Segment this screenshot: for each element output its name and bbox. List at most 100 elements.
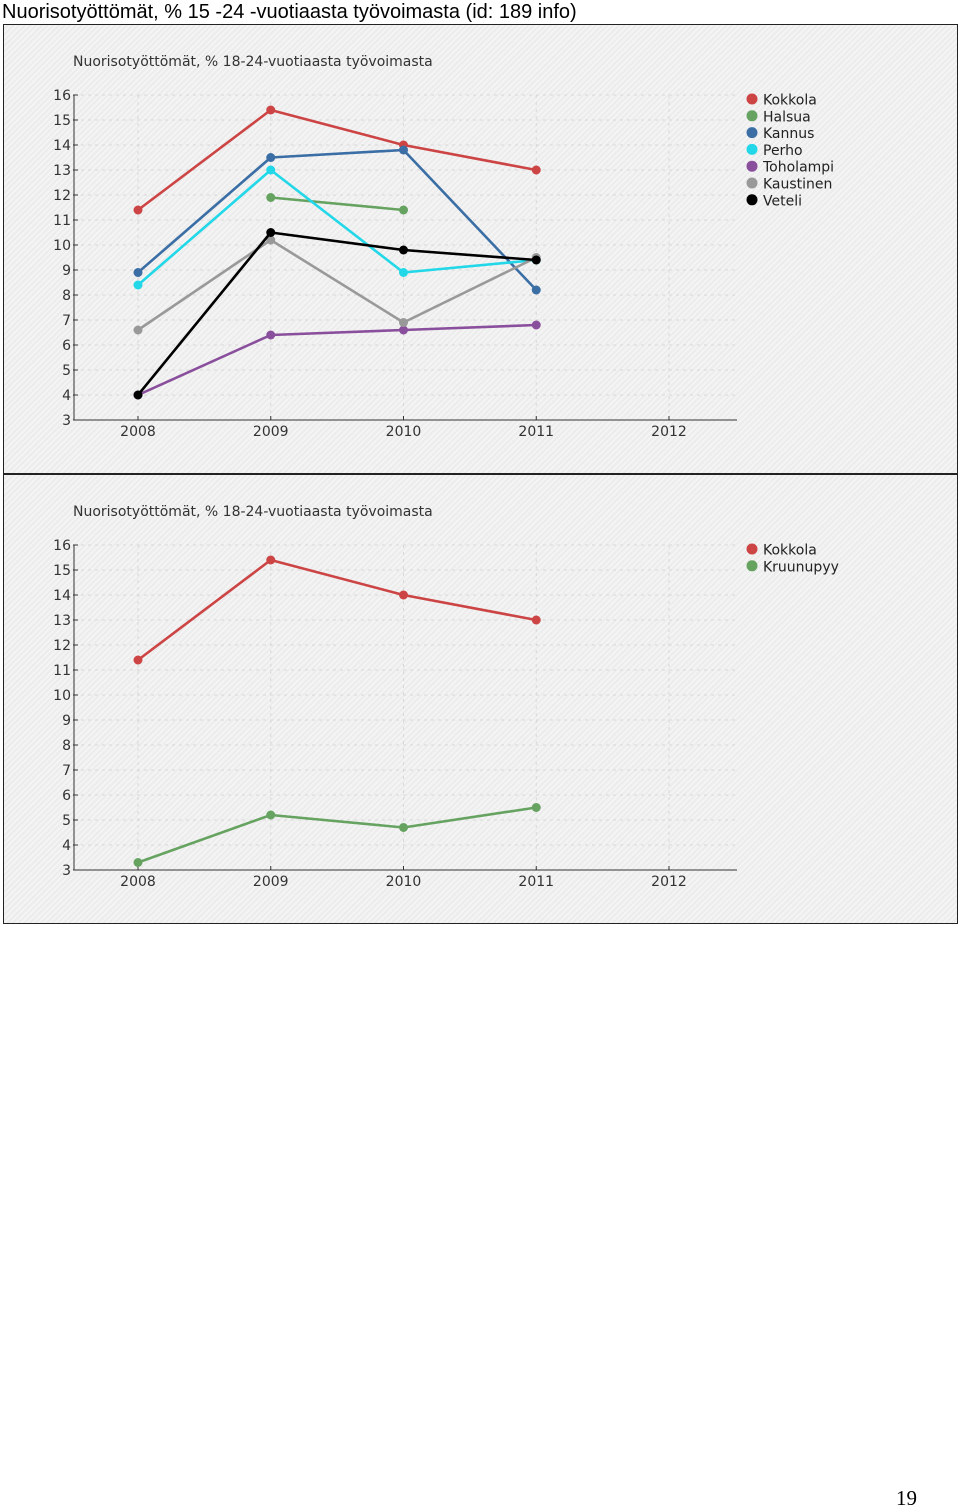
x-tick-label: 2010: [386, 424, 422, 440]
x-tick-label: 2008: [120, 424, 156, 440]
y-tick-label: 10: [53, 238, 71, 254]
legend-label-kokkola: Kokkola: [763, 543, 817, 559]
data-point-kannus[interactable]: [399, 145, 408, 155]
series-kokkola: [133, 555, 541, 665]
data-point-kannus[interactable]: [531, 285, 541, 295]
data-point-kokkola[interactable]: [266, 105, 276, 115]
y-tick-label: 3: [62, 863, 71, 879]
legend-swatch-kruunupyy: [746, 560, 758, 572]
data-point-kaustinen[interactable]: [133, 325, 143, 335]
document-heading: Nuorisotyöttömät, % 15 -24 -vuotiaasta t…: [2, 1, 577, 23]
y-tick-label: 7: [62, 763, 71, 779]
data-point-kruunupyy[interactable]: [531, 803, 541, 812]
data-point-kannus[interactable]: [133, 268, 143, 277]
series-kannus: [133, 145, 541, 295]
x-tick-label: 2010: [386, 874, 422, 890]
legend-label-kannus: Kannus: [763, 126, 814, 142]
y-tick-label: 13: [53, 163, 71, 179]
series-line-kokkola: [137, 108, 537, 212]
series-halsua: [266, 193, 408, 215]
data-point-kokkola[interactable]: [531, 615, 541, 625]
y-tick-label: 5: [62, 363, 71, 379]
x-tick-label: 2011: [518, 874, 554, 890]
series-toholampi: [133, 320, 541, 400]
data-point-perho[interactable]: [399, 268, 408, 277]
data-point-kannus[interactable]: [266, 153, 276, 162]
legend: KokkolaHalsuaKannusPerhoToholampiKaustin…: [746, 93, 834, 209]
data-point-perho[interactable]: [133, 280, 143, 290]
y-tick-label: 4: [62, 838, 71, 854]
legend-swatch-kokkola: [746, 543, 758, 555]
y-tick-label: 9: [62, 713, 71, 729]
y-tick-label: 12: [53, 188, 71, 204]
y-tick-label: 15: [53, 563, 71, 579]
y-tick-label: 14: [53, 138, 71, 154]
data-point-veteli[interactable]: [399, 245, 408, 255]
legend-label-toholampi: Toholampi: [762, 160, 834, 176]
line-chart-2: Nuorisotyöttömät, % 18-24-vuotiaasta työ…: [53, 504, 839, 890]
x-tick-label: 2009: [253, 874, 289, 890]
legend-label-halsua: Halsua: [763, 109, 811, 125]
y-tick-label: 13: [53, 613, 71, 629]
data-point-veteli[interactable]: [531, 255, 541, 265]
data-point-kruunupyy[interactable]: [399, 823, 408, 832]
y-tick-label: 6: [62, 338, 71, 354]
y-tick-label: 12: [53, 638, 71, 654]
data-point-toholampi[interactable]: [531, 320, 541, 330]
data-point-kruunupyy[interactable]: [133, 858, 143, 867]
series-line-kokkola: [137, 558, 537, 662]
y-tick-label: 7: [62, 313, 71, 329]
series-kruunupyy: [133, 803, 541, 867]
series-line-kaustinen: [137, 238, 537, 332]
x-tick-label: 2011: [518, 424, 554, 440]
data-point-kaustinen[interactable]: [399, 318, 408, 327]
data-point-kokkola[interactable]: [133, 655, 143, 665]
data-point-kaustinen[interactable]: [266, 235, 276, 245]
data-point-toholampi[interactable]: [266, 330, 276, 340]
legend-swatch-veteli: [746, 194, 758, 206]
series-line-halsua: [270, 196, 404, 212]
y-tick-label: 14: [53, 588, 71, 604]
series-kokkola: [133, 105, 541, 215]
chart-panel-1: Nuorisotyöttömät, % 18-24-vuotiaasta työ…: [3, 24, 958, 474]
data-point-kokkola[interactable]: [266, 555, 276, 565]
data-point-veteli[interactable]: [266, 228, 276, 237]
data-point-kokkola[interactable]: [133, 205, 143, 215]
y-tick-label: 15: [53, 113, 71, 129]
data-point-halsua[interactable]: [399, 205, 408, 215]
line-chart-1: Nuorisotyöttömät, % 18-24-vuotiaasta työ…: [53, 54, 834, 440]
y-tick-label: 16: [53, 538, 71, 554]
chart-title: Nuorisotyöttömät, % 18-24-vuotiaasta työ…: [73, 54, 433, 70]
data-point-kokkola[interactable]: [531, 165, 541, 175]
series-line-kruunupyy: [137, 806, 537, 864]
legend-swatch-halsua: [746, 110, 758, 122]
series-kaustinen: [133, 235, 541, 335]
data-point-veteli[interactable]: [133, 390, 143, 400]
y-tick-label: 11: [53, 213, 71, 229]
data-point-perho[interactable]: [266, 165, 276, 175]
x-tick-label: 2012: [651, 424, 687, 440]
legend-swatch-kokkola: [746, 93, 758, 105]
series-veteli: [133, 228, 541, 400]
data-point-toholampi[interactable]: [399, 325, 408, 335]
legend-label-veteli: Veteli: [763, 193, 802, 209]
data-point-kokkola[interactable]: [399, 590, 408, 600]
series-line-toholampi: [137, 323, 537, 397]
y-tick-label: 5: [62, 813, 71, 829]
legend-label-kokkola: Kokkola: [763, 93, 817, 109]
y-tick-label: 9: [62, 263, 71, 279]
chart-panel-2: Nuorisotyöttömät, % 18-24-vuotiaasta työ…: [3, 474, 958, 924]
y-tick-label: 3: [62, 413, 71, 429]
data-point-halsua[interactable]: [266, 193, 276, 202]
legend-swatch-kaustinen: [746, 177, 758, 189]
y-tick-label: 10: [53, 688, 71, 704]
legend-label-kruunupyy: Kruunupyy: [763, 559, 839, 575]
y-tick-label: 4: [62, 388, 71, 404]
legend-swatch-toholampi: [746, 160, 758, 172]
series-line-perho: [137, 168, 537, 286]
data-point-kruunupyy[interactable]: [266, 810, 276, 820]
series-line-veteli: [136, 231, 537, 396]
y-tick-label: 8: [62, 288, 71, 304]
legend-label-kaustinen: Kaustinen: [763, 177, 832, 193]
